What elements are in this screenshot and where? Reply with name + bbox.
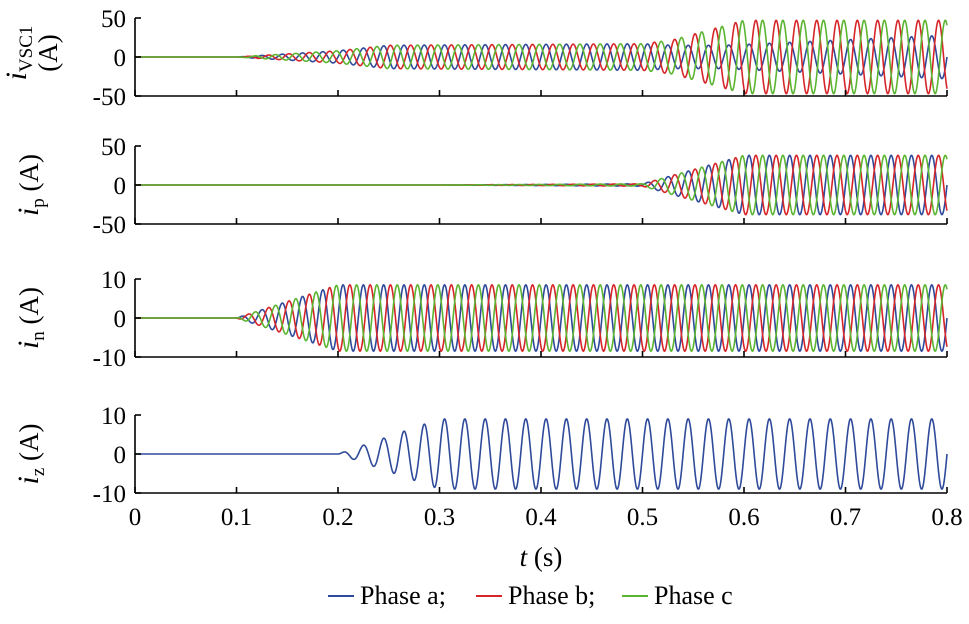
x-tick-label-4: 0.4 [525, 504, 557, 531]
panel-in-ylabel: in (A) [12, 287, 49, 349]
panel-ivsc1-series-phase-a [134, 35, 948, 80]
panel-iz-y-tick-label-2: -10 [93, 481, 126, 508]
x-tick-label-5: 0.5 [627, 504, 658, 531]
panel-ivsc1-y-tick-label-0: 50 [101, 6, 126, 33]
panel-in-series-phase-b [134, 284, 948, 352]
ylabel-subscript: VSC1 [16, 26, 37, 72]
ylabel-var: i [12, 341, 45, 349]
panel-in-traces [134, 284, 948, 352]
panel-ip-y-tick-label-2: -50 [93, 212, 126, 239]
ylabel-subscript: z [28, 468, 49, 476]
panel-ip-traces [134, 154, 948, 216]
panel-ivsc1-traces [134, 19, 948, 95]
ylabel-unit: (A) [14, 154, 44, 191]
x-tick-label-0: 0 [129, 504, 142, 531]
panel-ip-ylabel: ip (A) [12, 154, 49, 216]
legend-label-phase-c: Phase c [654, 581, 733, 610]
ylabel-subscript: p [28, 198, 49, 208]
ylabel-unit: (A) [14, 287, 44, 324]
ylabel-subscript: n [28, 331, 49, 341]
x-tick-label-7: 0.7 [830, 504, 861, 531]
x-tick-label-6: 0.6 [728, 504, 759, 531]
x-axis-label: t (s) [520, 542, 563, 572]
ylabel-var: i [12, 208, 45, 216]
panel-in-y-tick-label-1: 0 [114, 306, 127, 333]
panel-iz-series-phase-a [134, 418, 948, 490]
panel-in: 10 0 -10 in (A) [12, 267, 948, 372]
x-tick-label-2: 0.2 [322, 504, 353, 531]
ylabel-var: i [12, 476, 45, 484]
panel-iz-y-tick-label-0: 10 [101, 403, 126, 430]
panel-ivsc1-y-tick-label-1: 0 [114, 45, 127, 72]
panel-iz-traces [134, 418, 948, 490]
ylabel-var: i [0, 72, 33, 80]
panel-iz-ylabel: iz (A) [12, 423, 49, 484]
panel-iz: 10 0 -10 iz (A) [12, 403, 948, 508]
panel-iz-y-tick-label-1: 0 [114, 442, 127, 469]
x-tick-label-1: 0.1 [221, 504, 252, 531]
ylabel-unit: (A) [14, 423, 44, 460]
panel-ip-y-tick-label-1: 0 [114, 173, 127, 200]
x-tick-label-3: 0.3 [424, 504, 455, 531]
legend: Phase a; Phase b; Phase c [328, 581, 733, 610]
ylabel-unit: (A) [33, 34, 63, 71]
x-tick-label-8: 0.8 [931, 504, 962, 531]
xlabel-var: t [520, 542, 529, 572]
ylabel-space [14, 461, 44, 468]
panel-in-series-phase-a [134, 284, 948, 352]
legend-label-phase-b: Phase b; [508, 581, 595, 610]
panel-ivsc1: 50 0 -50 iVSC1(A) [0, 6, 948, 111]
xlabel-unit: (s) [527, 542, 562, 572]
ylabel-space [14, 324, 44, 331]
panel-ip-y-tick-label-0: 50 [101, 134, 126, 161]
panel-ivsc1-series-phase-b [134, 19, 948, 95]
panel-in-y-tick-label-0: 10 [101, 267, 126, 294]
panel-ivsc1-ylabel: iVSC1(A) [0, 26, 63, 81]
panel-ivsc1-series-phase-c [134, 19, 948, 95]
panel-ip: 50 0 -50 ip (A) [12, 134, 948, 239]
x-axis: 0 0.1 0.2 0.3 0.4 0.5 0.6 0.7 0.8 t (s) [129, 504, 963, 572]
ylabel-space [14, 191, 44, 198]
panel-ivsc1-y-tick-label-2: -50 [93, 84, 126, 111]
panel-in-y-tick-label-2: -10 [93, 345, 126, 372]
panel-in-series-phase-c [134, 284, 948, 352]
legend-label-phase-a: Phase a; [360, 581, 446, 610]
panel-ip-series-phase-c [134, 154, 948, 216]
